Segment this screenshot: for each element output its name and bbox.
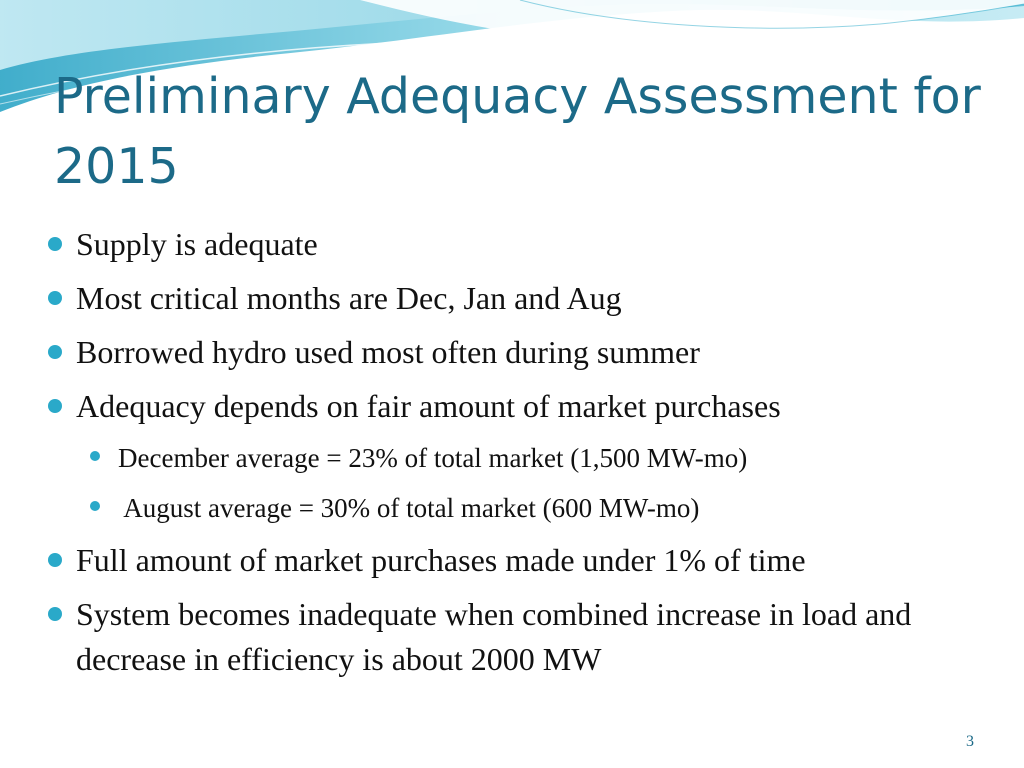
bullet-list: Supply is adequate Most critical months … bbox=[48, 222, 988, 691]
bullet-item: System becomes inadequate when combined … bbox=[48, 592, 988, 682]
sub-bullet-item: December average = 23% of total market (… bbox=[48, 438, 988, 478]
bullet-dot-icon bbox=[48, 345, 62, 359]
bullet-text: Supply is adequate bbox=[76, 226, 318, 262]
bullet-text: System becomes inadequate when combined … bbox=[76, 596, 912, 677]
bullet-item: Full amount of market purchases made und… bbox=[48, 538, 988, 583]
bullet-dot-icon bbox=[48, 237, 62, 251]
sub-bullet-dot-icon bbox=[90, 451, 100, 461]
slide-title: Preliminary Adequacy Assessment for 2015 bbox=[54, 68, 981, 195]
bullet-dot-icon bbox=[48, 553, 62, 567]
bullet-item: Adequacy depends on fair amount of marke… bbox=[48, 384, 988, 429]
bullet-item: Supply is adequate bbox=[48, 222, 988, 267]
sub-bullet-item: August average = 30% of total market (60… bbox=[48, 488, 988, 528]
sub-bullet-text: August average = 30% of total market (60… bbox=[118, 493, 700, 523]
bullet-text: Borrowed hydro used most often during su… bbox=[76, 334, 700, 370]
bullet-text: Full amount of market purchases made und… bbox=[76, 542, 806, 578]
bullet-dot-icon bbox=[48, 291, 62, 305]
bullet-dot-icon bbox=[48, 607, 62, 621]
sub-bullet-dot-icon bbox=[90, 501, 100, 511]
decorative-wave-banner bbox=[0, 0, 1024, 112]
bullet-text: Most critical months are Dec, Jan and Au… bbox=[76, 280, 622, 316]
bullet-item: Most critical months are Dec, Jan and Au… bbox=[48, 276, 988, 321]
page-number: 3 bbox=[966, 733, 974, 750]
bullet-text: Adequacy depends on fair amount of marke… bbox=[76, 388, 781, 424]
bullet-item: Borrowed hydro used most often during su… bbox=[48, 330, 988, 375]
bullet-dot-icon bbox=[48, 399, 62, 413]
sub-bullet-text: December average = 23% of total market (… bbox=[118, 443, 748, 473]
